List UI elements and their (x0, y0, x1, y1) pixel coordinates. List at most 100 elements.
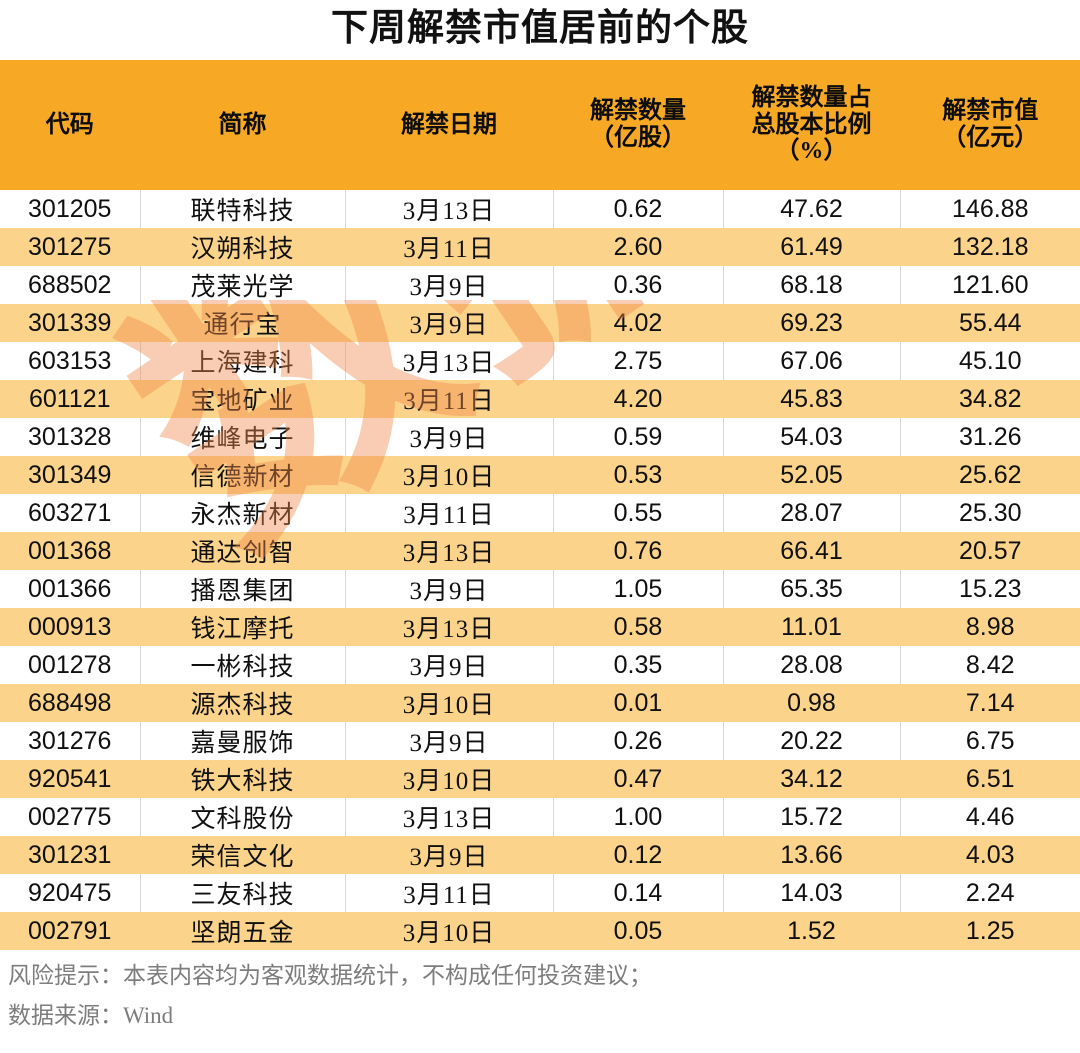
cell-date: 3月11日 (345, 494, 554, 532)
table-row: 603271 永杰新材 3月11日 0.55 28.07 25.30 (0, 494, 1080, 532)
cell-pct: 52.05 (723, 456, 901, 494)
cell-pct: 28.08 (723, 646, 901, 684)
cell-name: 上海建科 (140, 342, 346, 380)
cell-name: 播恩集团 (140, 570, 346, 608)
cell-code: 301275 (0, 228, 141, 266)
cell-date: 3月13日 (345, 532, 554, 570)
cell-qty: 2.60 (553, 228, 724, 266)
cell-name: 宝地矿业 (140, 380, 346, 418)
cell-qty: 0.53 (553, 456, 724, 494)
cell-name: 源杰科技 (140, 684, 346, 722)
footer-notes: 风险提示：本表内容均为客观数据统计，不构成任何投资建议； 数据来源：Wind (0, 950, 1080, 1036)
page-title: 下周解禁市值居前的个股 (331, 8, 749, 49)
cell-qty: 0.05 (553, 912, 724, 950)
cell-date: 3月13日 (345, 798, 554, 836)
cell-date: 3月10日 (345, 684, 554, 722)
cell-date: 3月10日 (345, 760, 554, 798)
cell-name: 永杰新材 (140, 494, 346, 532)
cell-pct: 47.62 (723, 190, 901, 228)
table-row: 002791 坚朗五金 3月10日 0.05 1.52 1.25 (0, 912, 1080, 950)
cell-code: 301205 (0, 190, 141, 228)
cell-date: 3月9日 (345, 418, 554, 456)
cell-qty: 0.47 (553, 760, 724, 798)
cell-name: 联特科技 (140, 190, 346, 228)
cell-name: 汉朔科技 (140, 228, 346, 266)
table-row: 301349 信德新材 3月10日 0.53 52.05 25.62 (0, 456, 1080, 494)
cell-pct: 66.41 (723, 532, 901, 570)
cell-value: 132.18 (900, 228, 1080, 266)
cell-value: 25.30 (958, 498, 1022, 527)
cell-date: 3月13日 (345, 342, 554, 380)
cell-qty: 0.36 (553, 266, 724, 304)
cell-date: 3月9日 (345, 646, 554, 684)
table-header: 代码 简称 解禁日期 解禁数量 （亿股） 解禁数量占 总股本比例 （%） 解禁市值 （亿… (0, 60, 1080, 190)
cell-code: 920541 (0, 760, 141, 798)
column-header-date: 解禁日期 (345, 60, 554, 190)
cell-name: 嘉曼服饰 (140, 722, 346, 760)
cell-code: 920475 (0, 874, 141, 912)
cell-code: 001366 (0, 570, 141, 608)
cell-qty: 1.05 (553, 570, 724, 608)
table-row: 301231 荣信文化 3月9日 0.12 13.66 4.03 (0, 836, 1080, 874)
cell-code: 001368 (0, 532, 141, 570)
table-body: 301205 联特科技 3月13日 0.62 47.62 146.88 301275 汉朔科技… (0, 190, 1080, 950)
cell-date: 3月9日 (345, 836, 554, 874)
cell-date: 3月9日 (345, 570, 554, 608)
cell-name: 茂莱光学 (140, 266, 346, 304)
cell-value: 4.46 (965, 802, 1015, 831)
cell-value: 6.51 (900, 760, 1080, 798)
cell-code: 000913 (0, 608, 141, 646)
cell-qty: 0.01 (553, 684, 724, 722)
cell-code: 301339 (0, 304, 141, 342)
cell-pct: 65.35 (723, 570, 901, 608)
cell-name: 文科股份 (140, 798, 346, 836)
cell-name: 铁大科技 (140, 760, 346, 798)
cell-date: 3月13日 (345, 190, 554, 228)
cell-name: 维峰电子 (140, 418, 346, 456)
cell-name: 坚朗五金 (140, 912, 346, 950)
cell-qty: 0.55 (553, 494, 724, 532)
table-row: 001368 通达创智 3月13日 0.76 66.41 20.57 (0, 532, 1080, 570)
cell-code: 301276 (0, 722, 141, 760)
table-row: 688498 源杰科技 3月10日 0.01 0.98 7.14 (0, 684, 1080, 722)
data-source: 数据来源：Wind (8, 1002, 174, 1028)
table-row: 301328 维峰电子 3月9日 0.59 54.03 31.26 (0, 418, 1080, 456)
cell-name: 信德新材 (140, 456, 346, 494)
cell-pct: 67.06 (723, 342, 901, 380)
cell-value: 1.25 (900, 912, 1080, 950)
cell-code: 603271 (0, 494, 141, 532)
cell-code: 301328 (0, 418, 141, 456)
cell-pct: 1.52 (723, 912, 901, 950)
cell-name: 荣信文化 (140, 836, 346, 874)
cell-value: 34.82 (900, 380, 1080, 418)
table-row: 301205 联特科技 3月13日 0.62 47.62 146.88 (0, 190, 1080, 228)
cell-date: 3月11日 (345, 380, 554, 418)
cell-qty: 0.58 (553, 608, 724, 646)
cell-value: 6.75 (965, 726, 1015, 755)
table-row: 688502 茂莱光学 3月9日 0.36 68.18 121.60 (0, 266, 1080, 304)
cell-value: 146.88 (952, 194, 1029, 223)
cell-pct: 20.22 (723, 722, 901, 760)
cell-value: 20.57 (900, 532, 1080, 570)
cell-qty: 4.02 (553, 304, 724, 342)
cell-name: 钱江摩托 (140, 608, 346, 646)
cell-qty: 0.76 (553, 532, 724, 570)
cell-pct: 13.66 (723, 836, 901, 874)
column-header-qty: 解禁数量 （亿股） (553, 60, 724, 190)
cell-code: 002775 (0, 798, 141, 836)
cell-date: 3月11日 (345, 874, 554, 912)
cell-qty: 0.14 (553, 874, 724, 912)
cell-date: 3月9日 (345, 722, 554, 760)
table-row: 301276 嘉曼服饰 3月9日 0.26 20.22 6.75 (0, 722, 1080, 760)
cell-value: 121.60 (952, 270, 1029, 299)
table-row: 301339 通行宝 3月9日 4.02 69.23 55.44 (0, 304, 1080, 342)
cell-pct: 34.12 (723, 760, 901, 798)
cell-date: 3月10日 (345, 456, 554, 494)
cell-value: 8.42 (965, 650, 1015, 679)
column-header-pct: 解禁数量占 总股本比例 （%） (723, 60, 901, 190)
cell-pct: 69.23 (723, 304, 901, 342)
table-row: 301275 汉朔科技 3月11日 2.60 61.49 132.18 (0, 228, 1080, 266)
cell-value: 45.10 (958, 346, 1022, 375)
table-row: 001366 播恩集团 3月9日 1.05 65.35 15.23 (0, 570, 1080, 608)
